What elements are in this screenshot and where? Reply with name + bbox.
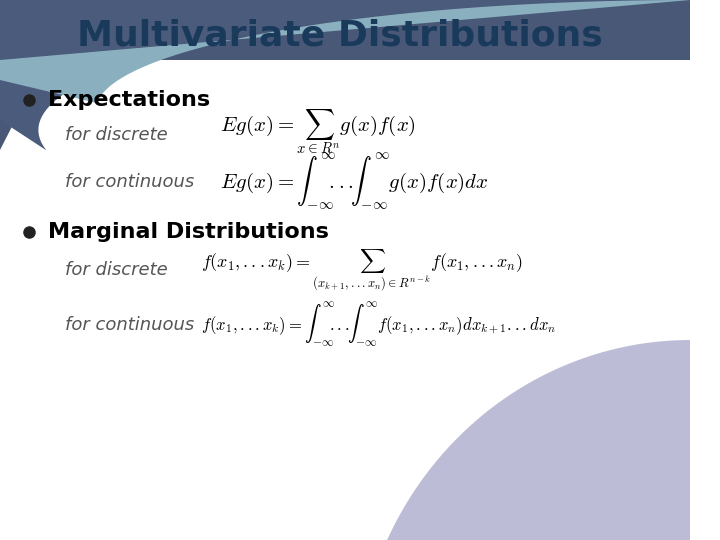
Text: $f(x_1,...x_k) = \int_{-\infty}^{\infty}\!\!...\!\!\int_{-\infty}^{\infty} f(x_1: $f(x_1,...x_k) = \int_{-\infty}^{\infty}… [202, 300, 557, 349]
Text: $Eg(x) = \int_{-\infty}^{\infty}\!\!...\!\!\int_{-\infty}^{\infty} g(x)f(x)dx$: $Eg(x) = \int_{-\infty}^{\infty}\!\!...\… [220, 151, 490, 213]
Text: $Eg(x) = \sum_{x \in R^n} g(x)f(x)$: $Eg(x) = \sum_{x \in R^n} g(x)f(x)$ [220, 107, 416, 157]
Text: $f(x_1,...x_k) = \sum_{(x_{k+1},...x_n) \in R^{n-k}} f(x_1,...x_n)$: $f(x_1,...x_k) = \sum_{(x_{k+1},...x_n) … [202, 247, 523, 293]
Text: for continuous: for continuous [66, 316, 194, 334]
Text: Multivariate Distributions: Multivariate Distributions [77, 18, 603, 52]
Text: for discrete: for discrete [66, 126, 168, 144]
Polygon shape [0, 0, 690, 60]
Polygon shape [355, 340, 690, 540]
Polygon shape [0, 0, 77, 150]
Polygon shape [0, 0, 690, 103]
Polygon shape [0, 0, 690, 150]
Text: for discrete: for discrete [66, 261, 168, 279]
Text: Expectations: Expectations [48, 90, 210, 110]
Text: for continuous: for continuous [66, 173, 194, 191]
Polygon shape [402, 390, 690, 540]
Text: Marginal Distributions: Marginal Distributions [48, 222, 329, 242]
